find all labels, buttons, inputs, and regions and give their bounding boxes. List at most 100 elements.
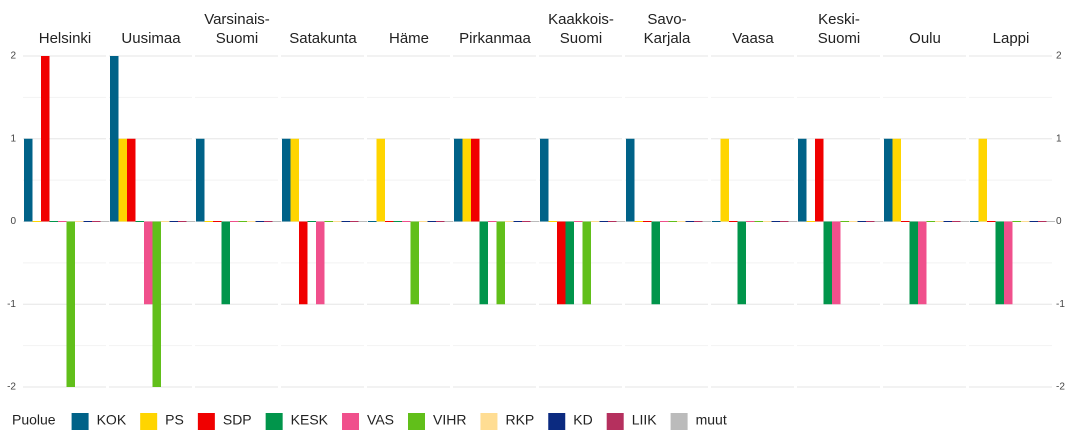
bar xyxy=(1038,221,1047,222)
bar xyxy=(161,221,170,222)
bar xyxy=(901,221,910,222)
bar xyxy=(737,221,746,305)
bar xyxy=(1012,221,1021,222)
legend-swatch xyxy=(71,413,89,430)
bar xyxy=(763,221,772,222)
bar xyxy=(513,221,522,222)
bar xyxy=(444,221,453,222)
bar xyxy=(436,221,445,222)
bar xyxy=(591,221,600,222)
bar xyxy=(987,221,996,222)
bar xyxy=(677,221,686,222)
bar xyxy=(49,221,58,222)
y-tick-label-right: 1 xyxy=(1056,133,1062,144)
legend-label: SDP xyxy=(223,412,252,428)
bar xyxy=(127,138,136,222)
bar xyxy=(100,221,109,222)
bar xyxy=(135,221,144,222)
legend-swatch xyxy=(140,413,158,430)
y-tick-label: -2 xyxy=(7,382,16,393)
bar xyxy=(341,221,350,222)
bar xyxy=(471,138,480,222)
bar xyxy=(720,138,729,222)
bar xyxy=(565,221,574,305)
bar xyxy=(488,221,497,222)
bar xyxy=(32,221,41,222)
bar xyxy=(866,221,875,222)
facet-title: Häme xyxy=(388,30,429,47)
legend-swatch xyxy=(606,413,624,430)
y-tick-label-right: -1 xyxy=(1056,299,1065,310)
bar xyxy=(651,221,660,305)
bar xyxy=(462,138,471,222)
bar xyxy=(909,221,918,305)
bar xyxy=(186,221,195,222)
bar xyxy=(634,221,643,222)
bar xyxy=(660,221,669,222)
facet-title: Keski- Suomi xyxy=(817,11,861,47)
bar xyxy=(316,221,325,305)
y-tick-label: -1 xyxy=(7,299,16,310)
legend-label: muut xyxy=(696,412,727,428)
y-tick-label: 0 xyxy=(10,216,16,227)
facet-title: Savo- Karjala xyxy=(643,11,691,47)
bar xyxy=(299,221,308,305)
bar xyxy=(393,221,402,222)
bar xyxy=(385,221,394,222)
bar xyxy=(333,221,342,222)
facet-title: Lappi xyxy=(992,30,1030,47)
bar xyxy=(608,221,617,222)
legend-label: LIIK xyxy=(632,412,658,428)
bar xyxy=(204,221,213,222)
legend-label: VIHR xyxy=(433,412,466,428)
bar xyxy=(960,221,969,222)
bar xyxy=(530,221,539,222)
bar xyxy=(58,221,67,222)
bar xyxy=(410,221,419,305)
bar xyxy=(402,221,411,222)
bar xyxy=(83,221,92,222)
bar xyxy=(746,221,755,222)
bar xyxy=(110,56,119,222)
y-tick-label-right: 2 xyxy=(1056,51,1062,62)
facet-title: Varsinais- Suomi xyxy=(204,11,270,47)
bar xyxy=(849,221,858,222)
legend-swatch xyxy=(670,413,688,430)
bar xyxy=(376,138,385,222)
bar xyxy=(540,138,549,222)
bar xyxy=(307,221,316,222)
bar xyxy=(152,221,161,387)
bar xyxy=(454,138,463,222)
bar xyxy=(496,221,505,305)
bar xyxy=(874,221,883,222)
bar xyxy=(970,221,979,222)
bar xyxy=(780,221,789,222)
bar xyxy=(643,221,652,222)
y-tick-label-right: -2 xyxy=(1056,382,1065,393)
bar xyxy=(66,221,75,387)
y-tick-label: 1 xyxy=(10,133,16,144)
bar xyxy=(892,138,901,222)
bar xyxy=(978,138,987,222)
bar xyxy=(1029,221,1038,222)
bar xyxy=(522,221,531,222)
bar xyxy=(479,221,488,305)
legend-swatch xyxy=(548,413,566,430)
bar xyxy=(247,221,256,222)
bar xyxy=(840,221,849,222)
bar xyxy=(1004,221,1013,305)
bar xyxy=(24,138,33,222)
bar xyxy=(213,221,222,222)
bar xyxy=(626,138,635,222)
bar xyxy=(41,56,50,222)
bar xyxy=(350,221,359,222)
bar xyxy=(806,221,815,222)
legend-label: RKP xyxy=(505,412,534,428)
bar xyxy=(272,221,281,222)
bar xyxy=(92,221,101,222)
bar xyxy=(771,221,780,222)
bar xyxy=(952,221,961,222)
bar xyxy=(918,221,927,305)
bar xyxy=(582,221,591,305)
